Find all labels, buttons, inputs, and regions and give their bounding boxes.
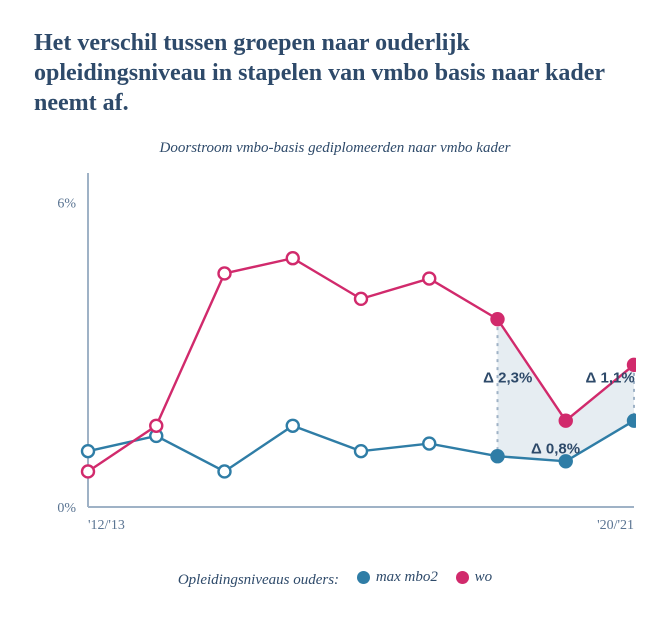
series-marker-wo bbox=[492, 313, 504, 325]
x-tick-label: '20/'21 bbox=[597, 518, 634, 533]
delta-label: Δ 0,8% bbox=[531, 441, 580, 458]
series-marker-wo bbox=[355, 293, 367, 305]
legend-item-wo: wo bbox=[456, 569, 493, 586]
legend-dot-max-mbo2 bbox=[357, 571, 370, 584]
series-marker-wo bbox=[219, 267, 231, 279]
chart-legend: Opleidingsniveaus ouders: max mbo2 wo bbox=[34, 569, 636, 589]
series-marker-max_mbo2 bbox=[355, 445, 367, 457]
legend-label-max-mbo2: max mbo2 bbox=[376, 569, 438, 586]
chart-svg: 0% 6% '12/'13 '20/'21 Δ 2,3% Δ 0,8% Δ 1,1% bbox=[34, 167, 636, 547]
series-marker-wo bbox=[560, 415, 572, 427]
series-marker-max_mbo2 bbox=[492, 450, 504, 462]
delta-label: Δ 2,3% bbox=[483, 370, 532, 387]
legend-dot-wo bbox=[456, 571, 469, 584]
y-tick-label: 6% bbox=[57, 196, 76, 211]
series-marker-wo bbox=[150, 420, 162, 432]
series-marker-max_mbo2 bbox=[628, 415, 636, 427]
chart-subtitle: Doorstroom vmbo-basis gediplomeerden naa… bbox=[34, 140, 636, 157]
delta-label: Δ 1,1% bbox=[586, 370, 635, 387]
series-marker-max_mbo2 bbox=[287, 420, 299, 432]
legend-label-wo: wo bbox=[475, 569, 493, 586]
y-tick-label: 0% bbox=[57, 501, 76, 516]
chart-title: Het verschil tussen groepen naar ouderli… bbox=[34, 28, 636, 118]
chart-container: Het verschil tussen groepen naar ouderli… bbox=[0, 0, 670, 621]
series-marker-max_mbo2 bbox=[423, 438, 435, 450]
legend-item-max-mbo2: max mbo2 bbox=[357, 569, 438, 586]
chart-plot-area: 0% 6% '12/'13 '20/'21 Δ 2,3% Δ 0,8% Δ 1,1% bbox=[34, 167, 636, 547]
series-marker-max_mbo2 bbox=[219, 465, 231, 477]
x-tick-label: '12/'13 bbox=[88, 518, 125, 533]
series-marker-wo bbox=[287, 252, 299, 264]
series-marker-max_mbo2 bbox=[82, 445, 94, 457]
legend-prefix: Opleidingsniveaus ouders: bbox=[178, 572, 339, 588]
series-marker-wo bbox=[82, 465, 94, 477]
series-marker-wo bbox=[423, 273, 435, 285]
